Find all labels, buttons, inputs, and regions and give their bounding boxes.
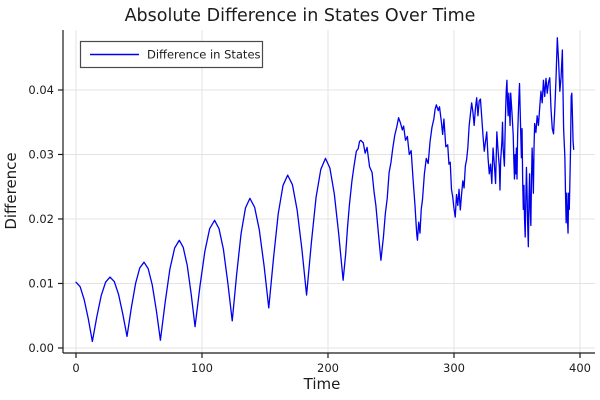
chart-title: Absolute Difference in States Over Time — [125, 6, 476, 26]
x-tick-label: 0 — [72, 361, 79, 375]
y-axis-label: Difference — [2, 152, 20, 229]
legend: Difference in States — [79, 40, 264, 69]
y-tick-label: 0.00 — [28, 341, 54, 355]
x-axis-label: Time — [303, 375, 341, 393]
gridlines — [63, 30, 595, 353]
y-tick-label: 0.01 — [28, 276, 54, 290]
x-tick-label: 200 — [317, 361, 339, 375]
y-tick-label: 0.04 — [28, 83, 54, 97]
x-tick-label: 300 — [443, 361, 465, 375]
axis-ticks — [58, 89, 581, 358]
x-tick-label: 400 — [569, 361, 591, 375]
y-tick-label: 0.03 — [28, 147, 54, 161]
axis-tick-labels: 0 100 200 300 400 0.00 0.01 0.02 0.03 0.04 — [28, 83, 591, 375]
y-tick-label: 0.02 — [28, 212, 54, 226]
legend-entry-label: Difference in States — [147, 48, 261, 62]
x-tick-label: 100 — [191, 361, 213, 375]
difference-series-line — [75, 37, 575, 343]
